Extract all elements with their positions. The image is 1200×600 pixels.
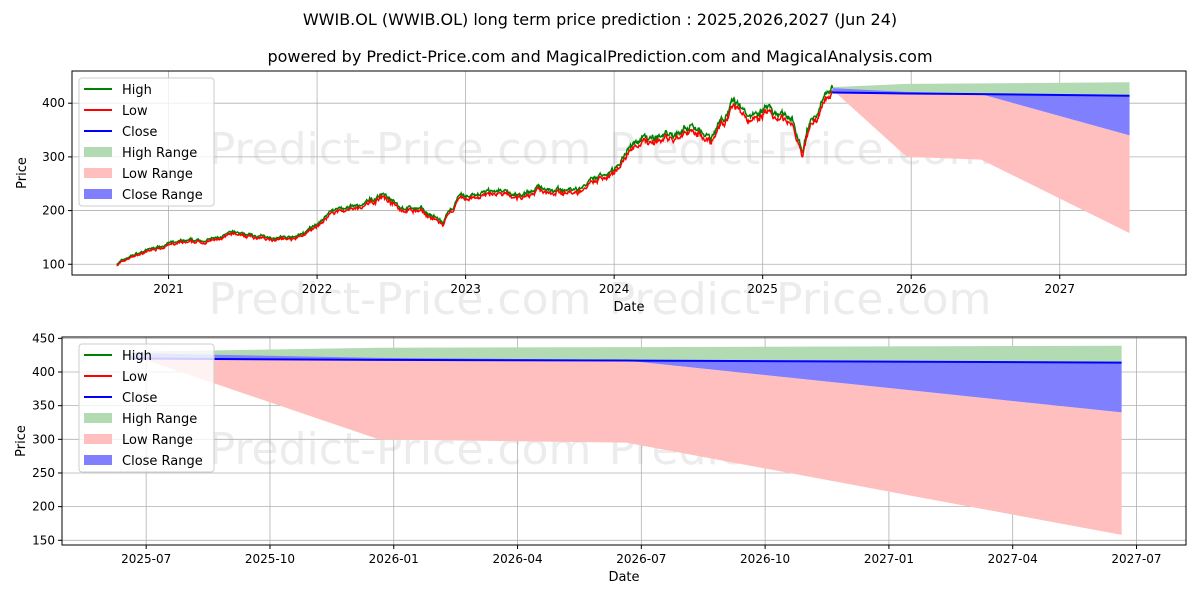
y-tick-label: 350 — [32, 399, 55, 413]
legend-label: Close Range — [122, 188, 203, 203]
watermark: Predict-Price.com — [209, 274, 592, 325]
x-tick-label: 2025-07 — [121, 552, 171, 566]
legend-label: High Range — [122, 146, 197, 161]
legend-swatch-patch — [84, 455, 112, 465]
legend-label: Low — [122, 104, 148, 119]
legend-label: High Range — [122, 412, 197, 427]
close-line — [832, 91, 1130, 97]
axes-frame — [61, 336, 1187, 546]
chart-subtitle: powered by Predict-Price.com and Magical… — [267, 47, 933, 66]
legend-swatch-patch — [84, 147, 112, 157]
y-tick-label: 400 — [32, 365, 55, 379]
legend-label: Low Range — [122, 433, 193, 448]
high-line — [116, 84, 834, 265]
plot-area — [131, 345, 1122, 535]
x-tick-label: 2021 — [153, 282, 184, 296]
close-range-area — [832, 88, 1130, 136]
legend-label: High — [122, 83, 152, 98]
legend-label: Low — [122, 370, 148, 385]
x-tick-label: 2023 — [450, 282, 481, 296]
panel-2: Predict-Price.comPredict-Price.com2025-0… — [14, 331, 1187, 585]
x-tick-label: 2026-01 — [369, 552, 419, 566]
legend-label: Low Range — [122, 167, 193, 182]
legend-swatch-patch — [84, 189, 112, 199]
x-tick-label: 2026-04 — [492, 552, 542, 566]
legend-label: Close — [122, 391, 157, 406]
close-line — [131, 357, 1122, 364]
legend-label: Close — [122, 125, 157, 140]
close-range-area — [131, 353, 1122, 413]
y-tick-label: 250 — [32, 466, 55, 480]
y-tick-label: 450 — [32, 331, 55, 345]
legend: High Low Close High Range Low Range Close Ran… — [78, 343, 215, 473]
y-tick-label: 200 — [42, 204, 65, 218]
x-tick-label: 2027-01 — [864, 552, 914, 566]
x-tick-label: 2027-04 — [988, 552, 1038, 566]
legend-box — [78, 77, 215, 207]
x-tick-label: 2024 — [599, 282, 630, 296]
x-tick-label: 2027 — [1044, 282, 1075, 296]
y-tick-label: 300 — [42, 150, 65, 164]
x-axis-label: Date — [613, 300, 644, 315]
low-range-area — [131, 355, 1122, 535]
x-tick-label: 2026-10 — [740, 552, 790, 566]
watermark: Predict-Price.com — [609, 274, 992, 325]
axes-frame — [71, 70, 1187, 276]
y-tick-label: 200 — [32, 500, 55, 514]
x-tick-label: 2022 — [302, 282, 333, 296]
watermark: Predict-Price.com — [209, 124, 592, 175]
panel-1: Predict-Price.com Predict-Price.com Predic… — [15, 70, 1187, 325]
y-tick-label: 300 — [32, 432, 55, 446]
x-tick-label: 2026-07 — [616, 552, 666, 566]
legend-swatch-patch — [84, 168, 112, 178]
y-axis-label: Price — [15, 157, 30, 189]
legend-swatch-patch — [84, 434, 112, 444]
low-line — [116, 90, 834, 267]
x-tick-label: 2025-10 — [245, 552, 295, 566]
y-axis-label: Price — [14, 425, 29, 457]
low-range-area — [832, 89, 1130, 234]
x-tick-label: 2025 — [747, 282, 778, 296]
plot-area — [116, 82, 1130, 267]
y-tick-label: 150 — [32, 533, 55, 547]
chart-title: WWIB.OL (WWIB.OL) long term price predic… — [302, 10, 898, 29]
legend-box — [78, 343, 215, 473]
legend-label: Close Range — [122, 454, 203, 469]
x-tick-label: 2026 — [896, 282, 927, 296]
y-tick-label: 400 — [42, 96, 65, 110]
legend-swatch-patch — [84, 413, 112, 423]
x-axis-label: Date — [608, 570, 639, 585]
x-tick-label: 2027-07 — [1111, 552, 1161, 566]
y-tick-label: 100 — [42, 257, 65, 271]
legend-label: High — [122, 349, 152, 364]
legend: High Low Close High Range Low Range Close Ran… — [78, 77, 215, 207]
